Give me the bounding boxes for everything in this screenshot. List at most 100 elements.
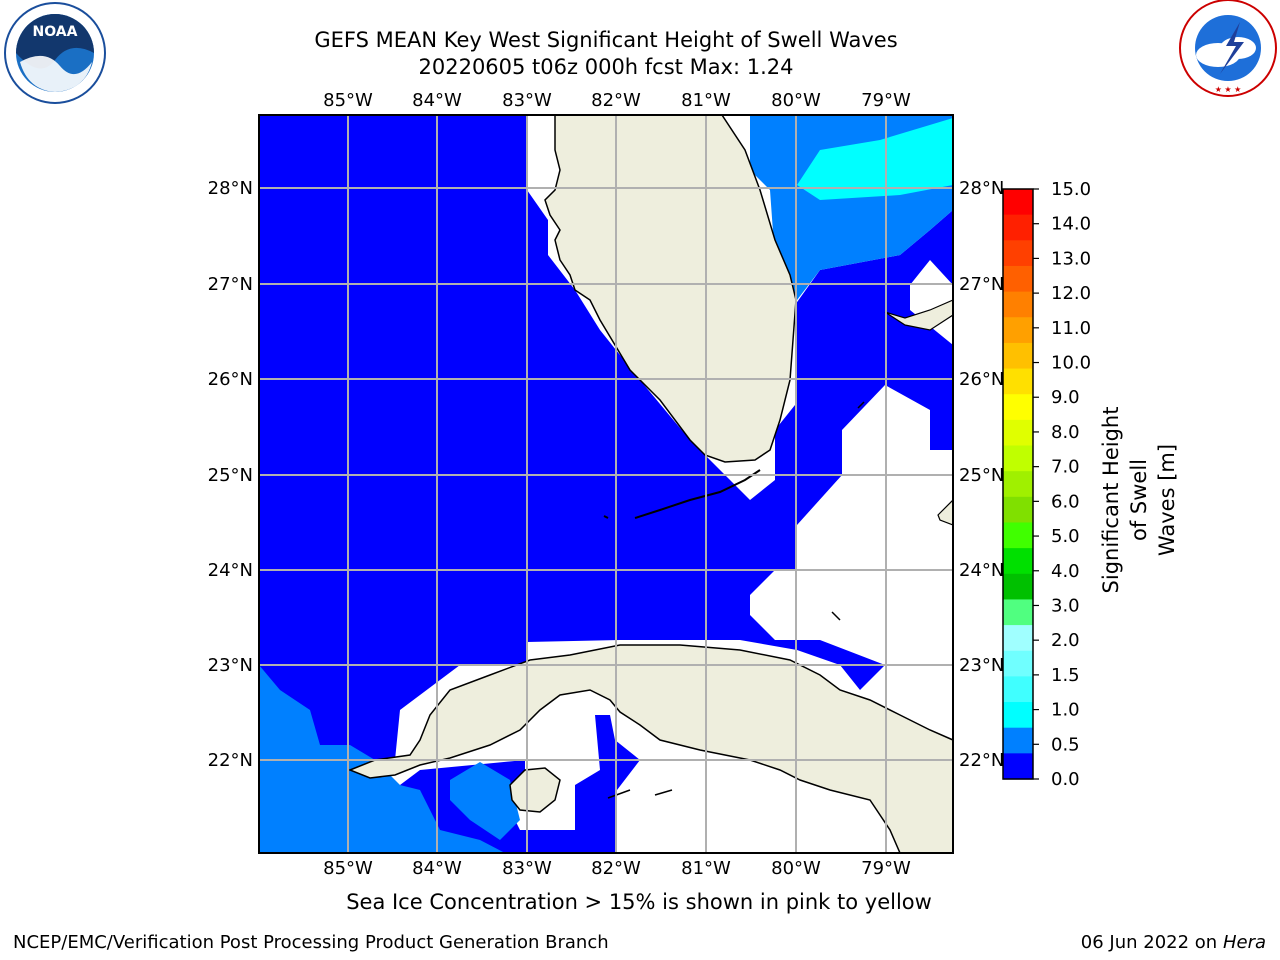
lat-label: 25°N	[959, 465, 1004, 486]
svg-text:NOAA: NOAA	[33, 24, 78, 40]
colorbar	[1002, 188, 1034, 780]
lon-labels-bottom: 85°W 84°W 83°W 82°W 81°W 80°W 79°W	[323, 858, 911, 879]
footer-date-text: 06 Jun 2022 on	[1080, 932, 1218, 953]
colorbar-segment	[1003, 573, 1033, 601]
lat-label: 24°N	[208, 560, 253, 581]
swell-region-high	[797, 118, 953, 200]
lon-label: 82°W	[591, 90, 641, 111]
lon-label: 84°W	[412, 858, 462, 879]
lon-label: 84°W	[412, 90, 462, 111]
colorbar-tick-label: 2.0	[1051, 630, 1080, 651]
bahamas-land	[884, 299, 953, 331]
lat-label: 22°N	[208, 750, 253, 771]
lat-labels-left: 28°N 27°N 26°N 25°N 24°N 23°N 22°N	[208, 178, 253, 771]
lat-label: 23°N	[959, 655, 1004, 676]
colorbar-tick-label: 14.0	[1051, 214, 1091, 235]
lat-label: 22°N	[959, 750, 1004, 771]
colorbar-label: Significant Height of Swell Waves [m]	[1097, 400, 1179, 600]
colorbar-ticks: 15.0 14.0 13.0 12.0 11.0 10.0 9.0 8.0 7.0 6.0 5.0 4…	[1033, 179, 1091, 790]
lon-labels-top: 85°W 84°W 83°W 82°W 81°W 80°W 79°W	[323, 90, 911, 111]
footer-credit: NCEP/EMC/Verification Post Processing Pr…	[13, 932, 609, 953]
chart-title: GEFS MEAN Key West Significant Height of…	[314, 28, 898, 52]
colorbar-segment	[1003, 496, 1033, 524]
colorbar-segment	[1003, 548, 1033, 575]
colorbar-tick-label: 1.0	[1051, 700, 1080, 721]
colorbar-tick-label: 1.5	[1051, 665, 1080, 686]
colorbar-segment	[1003, 625, 1033, 652]
colorbar-segment	[1003, 214, 1033, 241]
lat-label: 26°N	[208, 369, 253, 390]
colorbar-segment	[1003, 676, 1033, 703]
colorbar-segment	[1003, 240, 1033, 267]
colorbar-tick-label: 0.0	[1051, 769, 1080, 790]
colorbar-tick-label: 8.0	[1051, 422, 1080, 443]
colorbar-segment	[1003, 727, 1033, 754]
sea-ice-note: Sea Ice Concentration > 15% is shown in …	[346, 890, 932, 914]
noaa-logo-icon: NOAA	[4, 2, 106, 104]
colorbar-tick-label: 0.5	[1051, 734, 1080, 755]
colorbar-segment	[1003, 471, 1033, 498]
isle-of-youth-land	[509, 767, 561, 813]
lon-label: 85°W	[323, 858, 373, 879]
colorbar-segment	[1003, 291, 1033, 318]
chart-subtitle: 20220605 t06z 000h fcst Max: 1.24	[418, 55, 794, 79]
colorbar-tick-label: 3.0	[1051, 595, 1080, 616]
colorbar-tick-label: 12.0	[1051, 283, 1091, 304]
lat-labels-right: 28°N 27°N 26°N 25°N 24°N 23°N 22°N	[959, 178, 1004, 771]
colorbar-tick-label: 9.0	[1051, 387, 1080, 408]
colorbar-segment	[1003, 522, 1033, 549]
colorbar-segment	[1003, 753, 1033, 780]
colorbar-tick-label: 7.0	[1051, 457, 1080, 478]
lat-label: 27°N	[959, 274, 1004, 295]
lat-label: 25°N	[208, 465, 253, 486]
colorbar-label-line1: Significant Height of Swell	[1099, 406, 1151, 594]
colorbar-tick-label: 4.0	[1051, 561, 1080, 582]
lat-label: 28°N	[208, 178, 253, 199]
colorbar-segment	[1003, 394, 1033, 421]
colorbar-tick-label: 11.0	[1051, 318, 1091, 339]
colorbar-segment	[1003, 650, 1033, 677]
colorbar-segment	[1003, 419, 1033, 447]
lon-label: 83°W	[502, 90, 552, 111]
lon-label: 79°W	[861, 858, 911, 879]
lon-label: 85°W	[323, 90, 373, 111]
lon-label: 81°W	[681, 90, 731, 111]
nws-logo-icon: ★ ★ ★	[1179, 0, 1277, 97]
colorbar-segment	[1003, 445, 1033, 472]
colorbar-segment	[1003, 317, 1033, 344]
lat-label: 28°N	[959, 178, 1004, 199]
lon-label: 82°W	[591, 858, 641, 879]
colorbar-tick-label: 10.0	[1051, 353, 1091, 374]
colorbar-segment	[1003, 368, 1033, 395]
footer-host: Hera	[1222, 932, 1266, 953]
lat-label: 24°N	[959, 560, 1004, 581]
lon-label: 83°W	[502, 858, 552, 879]
swell-region-low	[259, 115, 953, 853]
colorbar-frame	[1002, 188, 1034, 780]
lat-label: 23°N	[208, 655, 253, 676]
cuba-land	[347, 644, 953, 853]
colorbar-label-line2: Waves [m]	[1155, 443, 1179, 557]
colorbar-segment	[1003, 342, 1033, 370]
lon-label: 79°W	[861, 90, 911, 111]
colorbar-tick-label: 5.0	[1051, 526, 1080, 547]
colorbar-tick-label: 15.0	[1051, 179, 1091, 200]
lat-label: 26°N	[959, 369, 1004, 390]
colorbar-segment	[1003, 265, 1033, 293]
lon-label: 80°W	[771, 858, 821, 879]
colorbar-tick-label: 13.0	[1051, 248, 1091, 269]
colorbar-segment	[1003, 702, 1033, 729]
florida-land	[544, 115, 797, 463]
swell-region-mid-cuba	[450, 762, 520, 840]
footer-date: 06 Jun 2022 on Hera	[1081, 932, 1266, 953]
graticule	[259, 115, 953, 853]
colorbar-tick-label: 6.0	[1051, 491, 1080, 512]
map-area	[259, 115, 953, 853]
swell-region-mid-sw	[259, 665, 505, 853]
map-frame	[258, 114, 954, 854]
lat-label: 27°N	[208, 274, 253, 295]
lon-label: 81°W	[681, 858, 731, 879]
lon-label: 80°W	[771, 90, 821, 111]
svg-text:★ ★ ★: ★ ★ ★	[1215, 85, 1242, 94]
